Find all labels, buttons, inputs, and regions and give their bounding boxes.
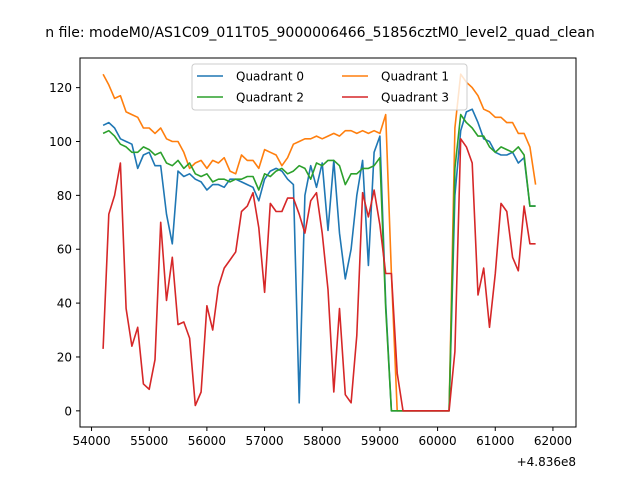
series-line-0 (102, 108, 536, 412)
x-tick-label: 57000 (245, 434, 283, 448)
x-tick-label: 62000 (534, 434, 572, 448)
chart-title: n file: modeM0/AS1C09_011T05_9000006466_… (45, 25, 594, 41)
y-tick-label: 20 (57, 350, 72, 364)
x-tick-label: 58000 (303, 434, 341, 448)
legend-box (191, 63, 468, 111)
y-tick-label: 80 (57, 189, 72, 203)
legend-label-0: Quadrant 0 (236, 70, 304, 84)
x-tick-label: 56000 (188, 434, 226, 448)
legend-label-3: Quadrant 3 (381, 91, 449, 105)
plot-frame (79, 57, 577, 428)
y-tick-label: 0 (64, 404, 72, 418)
x-tick-label: 60000 (418, 434, 456, 448)
x-tick-label: 55000 (130, 434, 168, 448)
series-line-3 (102, 138, 536, 412)
x-tick-label: 54000 (72, 434, 110, 448)
y-tick-label: 60 (57, 243, 72, 257)
plot-area (80, 58, 576, 427)
legend-label-2: Quadrant 2 (236, 91, 304, 105)
y-tick-label: 120 (49, 81, 72, 95)
y-tick-label: 40 (57, 297, 72, 311)
legend-label-1: Quadrant 1 (381, 70, 449, 84)
y-tick-label: 100 (49, 135, 72, 149)
series-line-2 (102, 113, 536, 412)
x-tick-label: 59000 (361, 434, 399, 448)
x-axis-offset-label: +4.836e8 (517, 455, 576, 469)
x-tick-label: 61000 (476, 434, 514, 448)
